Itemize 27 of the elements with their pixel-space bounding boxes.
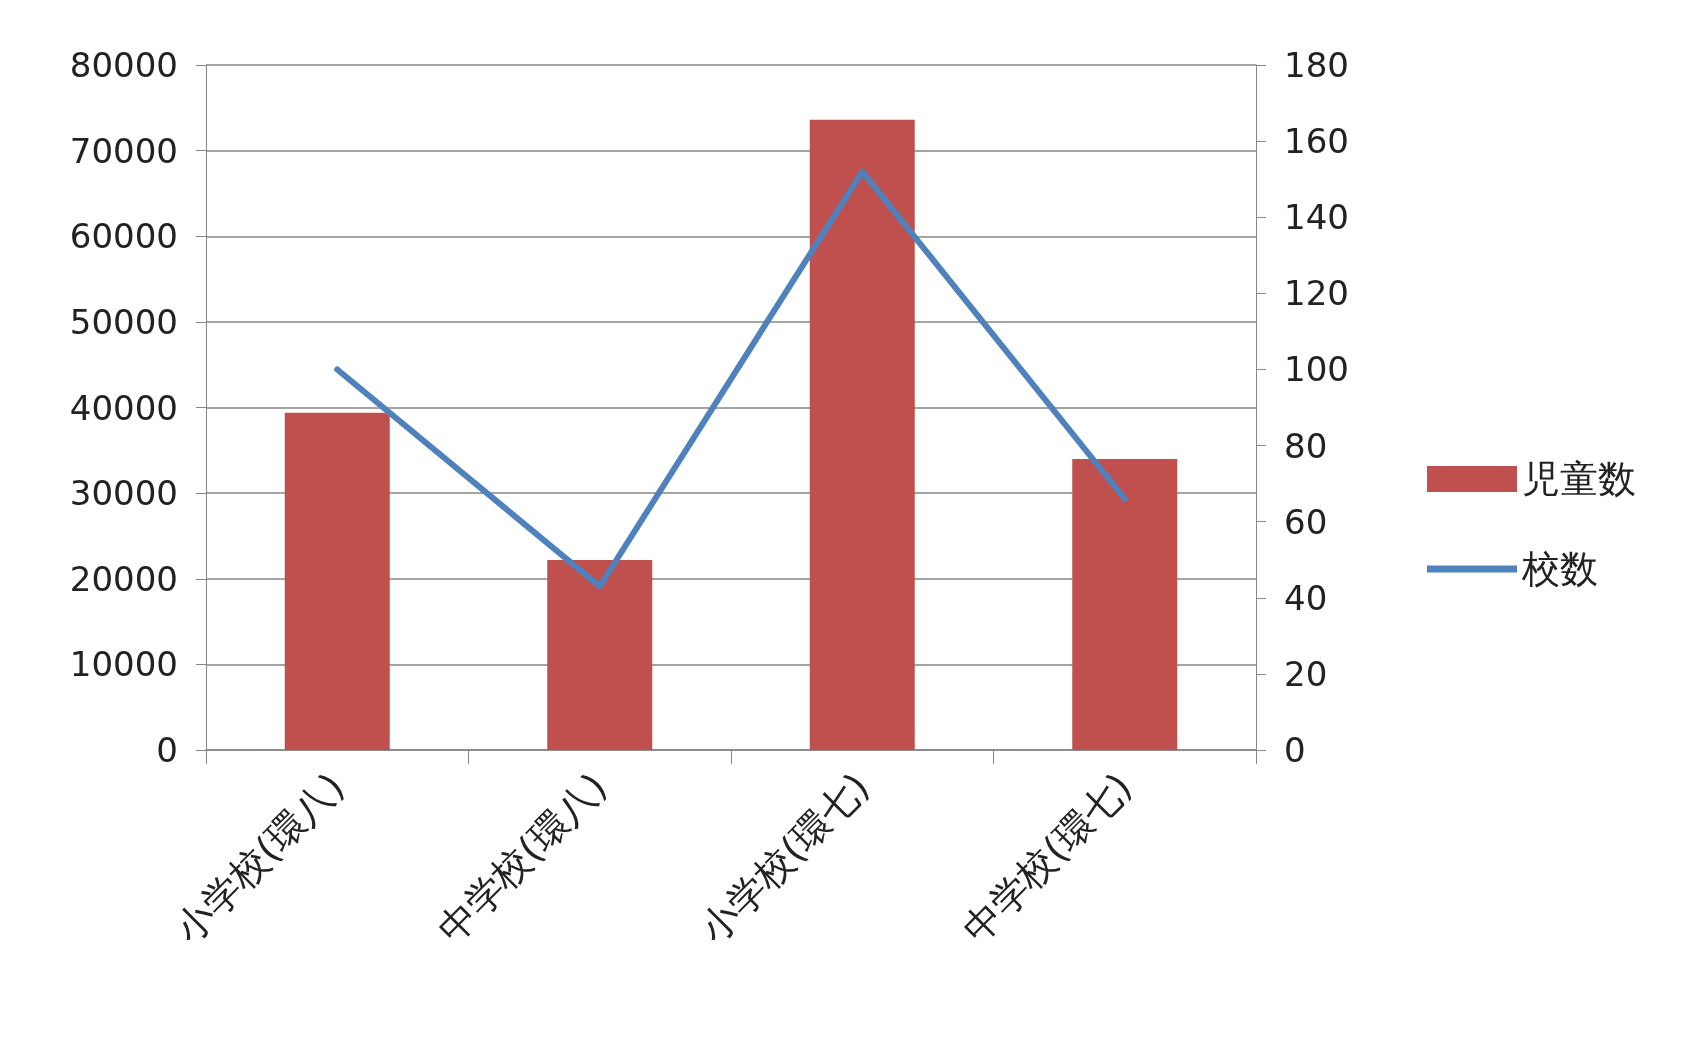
y-tick-label: 60000 (69, 216, 178, 257)
y-tick-label: 30000 (69, 473, 178, 514)
x-tick-label: 中学校(環八) (428, 764, 616, 951)
y-tick-label: 80000 (69, 45, 178, 85)
legend-label: 校数 (1521, 547, 1598, 591)
y-tick-label: 40000 (69, 387, 178, 428)
x-tick-label: 小学校(環七) (691, 764, 878, 951)
y2-tick-label: 40 (1284, 577, 1328, 618)
bar (284, 412, 390, 750)
y-tick-label: 70000 (69, 130, 178, 171)
bar (1072, 458, 1178, 750)
bar (809, 119, 915, 750)
bar (547, 559, 653, 750)
y2-tick-label: 100 (1284, 349, 1349, 390)
y2-tick-label: 140 (1284, 197, 1349, 238)
y2-tick-label: 60 (1284, 501, 1328, 542)
y-tick-label: 10000 (69, 644, 178, 685)
legend-label: 児童数 (1522, 457, 1636, 501)
y-tick-label: 20000 (69, 558, 178, 599)
y2-tick-label: 160 (1284, 121, 1349, 162)
y2-tick-label: 120 (1284, 273, 1349, 314)
y2-tick-label: 180 (1284, 45, 1349, 85)
y2-tick-label: 0 (1284, 730, 1306, 770)
y2-tick-label: 20 (1284, 653, 1328, 694)
x-tick-label: 中学校(環七) (953, 764, 1141, 951)
y2-tick-label: 80 (1284, 425, 1328, 466)
y-tick-label: 50000 (69, 301, 178, 342)
